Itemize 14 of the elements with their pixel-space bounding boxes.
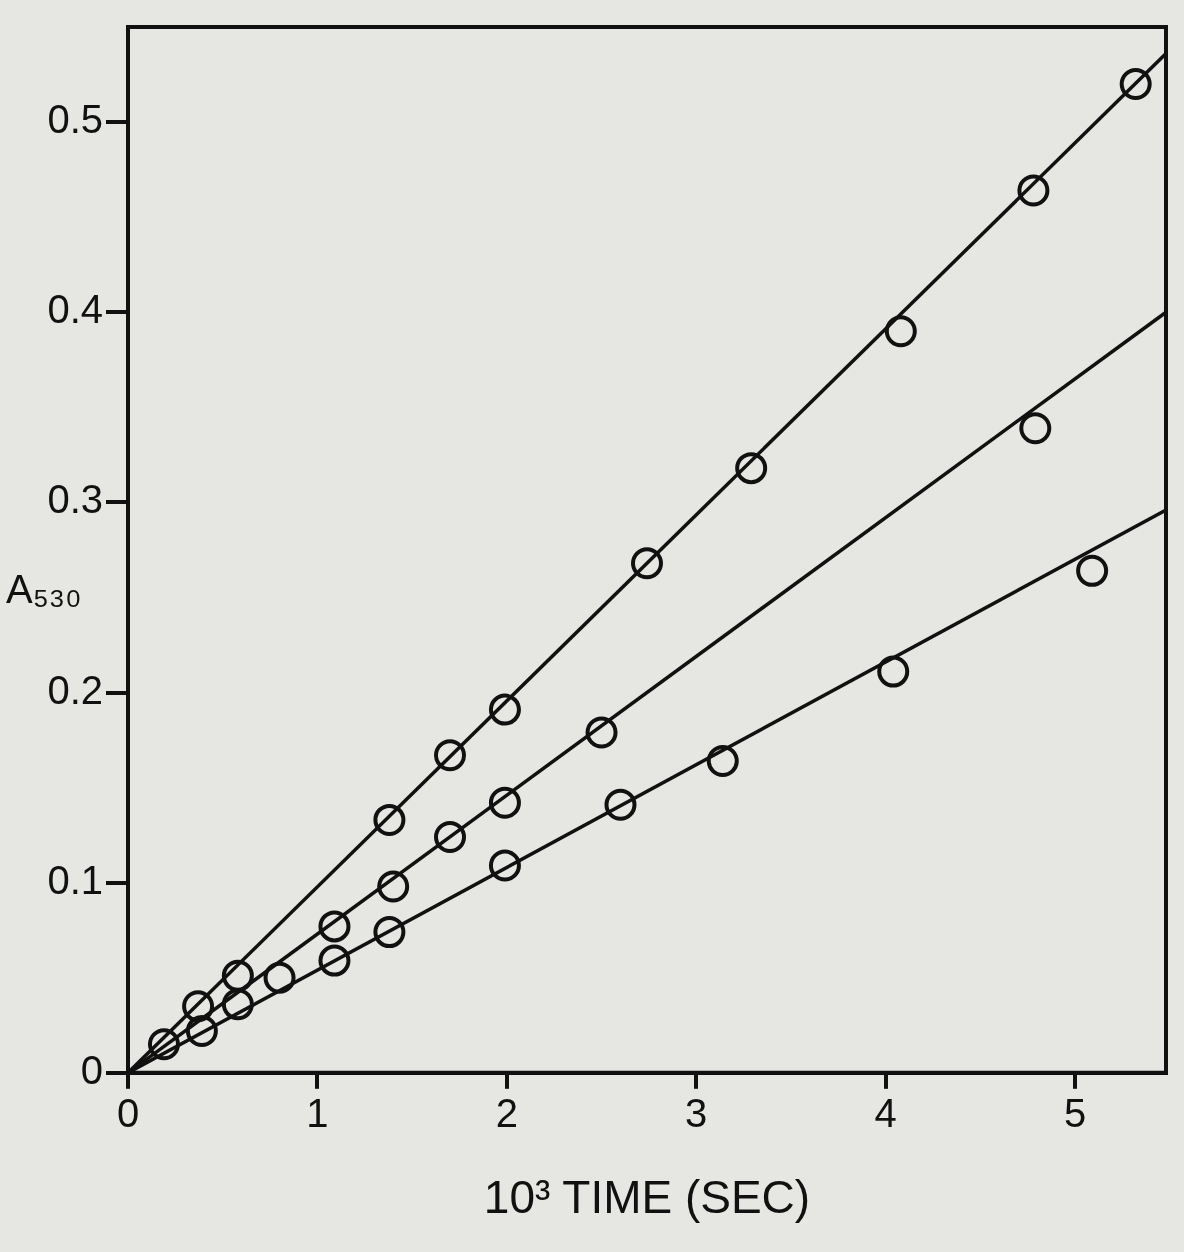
x-tick-label: 4 — [874, 1090, 897, 1135]
x-tick-label: 0 — [116, 1090, 140, 1135]
y-tick-label: 0 — [80, 1047, 103, 1092]
x-axis-title: 10³ TIME (SEC) — [483, 1171, 811, 1224]
x-tick-label: 1 — [306, 1090, 329, 1135]
y-tick-label: 0.1 — [47, 857, 103, 902]
y-tick-label: 0.3 — [47, 477, 103, 522]
x-tick-label: 5 — [1063, 1090, 1087, 1135]
x-tick-label: 2 — [495, 1090, 518, 1135]
y-tick-label: 0.4 — [47, 287, 103, 332]
y-axis-title: A₅₃₀ — [6, 566, 82, 611]
y-tick-label: 0.5 — [47, 97, 103, 142]
x-tick-label: 3 — [685, 1090, 708, 1135]
y-tick-label: 0.2 — [47, 667, 103, 712]
